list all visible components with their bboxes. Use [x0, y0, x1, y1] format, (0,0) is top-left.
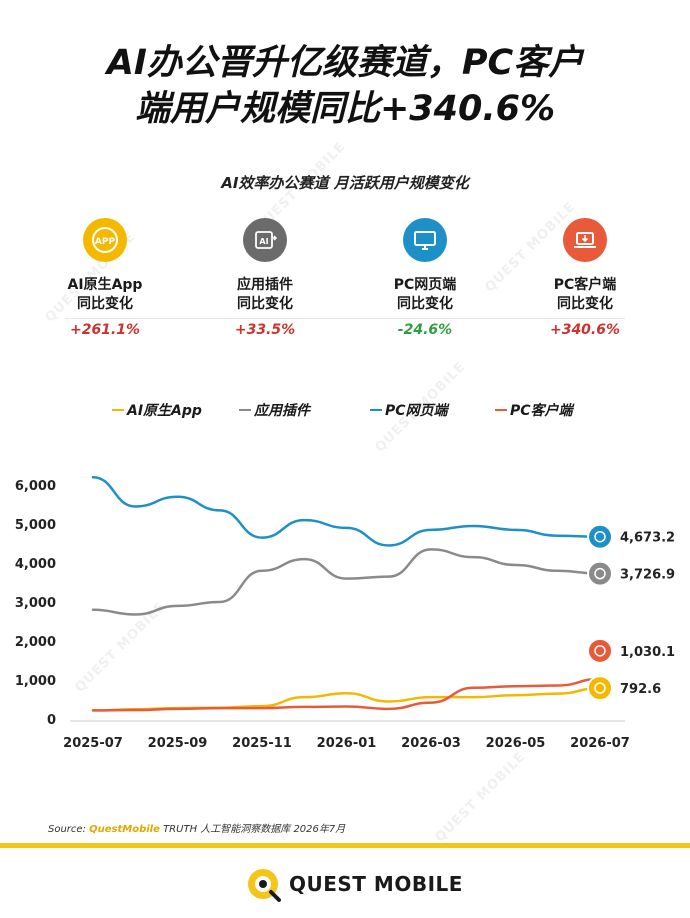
legend-label: 应用插件 [254, 403, 310, 419]
card-name: 应用插件 [237, 277, 293, 293]
page-title: AI办公晋升亿级赛道，PC客户 端用户规模同比+340.6% [0, 40, 690, 132]
end-marker-icon [594, 645, 606, 657]
source-label: Source: [48, 824, 86, 835]
legend-label: PC客户端 [510, 403, 573, 419]
series-line [91, 548, 602, 616]
end-marker-icon [594, 682, 606, 694]
svg-text:APP: APP [95, 237, 116, 247]
footer-rule [0, 843, 690, 848]
card-value: +261.1% [69, 322, 141, 338]
legend-item: 应用插件 [239, 400, 310, 420]
card-value: +33.5% [234, 322, 296, 338]
x-tick-label: 2025-11 [232, 736, 292, 751]
end-value-label: 4,673.2 [620, 531, 675, 546]
legend-label: AI原生App [127, 403, 202, 419]
end-value-label: 1,030.1 [620, 645, 675, 660]
brand-logo: QUEST MOBILE [243, 863, 463, 905]
end-marker [587, 523, 613, 550]
watermark: QUEST MOBILE [432, 749, 529, 846]
x-tick-label: 2026-01 [317, 736, 377, 751]
x-tick-label: 2025-09 [148, 736, 208, 751]
card-plugin: AI 应用插件 同比变化 +33.5% [200, 218, 330, 338]
end-marker-icon [594, 567, 606, 580]
ai-plugin-icon: AI [243, 218, 287, 262]
chart-subtitle: AI效率办公赛道 月活跃用户规模变化 [221, 174, 469, 192]
card-pc-client: PC客户端 同比变化 +340.6% [520, 218, 650, 338]
title-line-2: 端用户规模同比+340.6% [134, 89, 556, 129]
legend-item: PC网页端 [370, 400, 448, 420]
card-ai-native-app: APP AI原生App 同比变化 +261.1% [40, 218, 170, 338]
monitor-icon [403, 218, 447, 262]
metric-cards: APP AI原生App 同比变化 +261.1% AI 应用插件 同比变化 +3… [40, 218, 652, 354]
y-tick-label: 1,000 [15, 674, 56, 689]
end-marker [587, 560, 613, 587]
series-line [91, 475, 602, 547]
svg-text:AI: AI [259, 237, 268, 246]
cards-divider [65, 318, 625, 319]
quest-mobile-logo-icon [248, 869, 281, 902]
card-pc-web: PC网页端 同比变化 -24.6% [360, 218, 490, 338]
legend-swatch [495, 409, 507, 411]
x-tick-label: 2026-05 [486, 736, 546, 751]
line-chart: 0 1,000 2,000 3,000 4,000 5,000 6,000 2025-07 20… [15, 475, 675, 751]
legend-swatch [239, 409, 251, 411]
card-sub: 同比变化 [77, 296, 133, 312]
end-value-label: 3,726.9 [620, 568, 675, 583]
legend-swatch [112, 409, 124, 411]
card-name: AI原生App [67, 277, 143, 293]
logo-text: QUEST MOBILE [289, 872, 463, 896]
card-name: PC客户端 [553, 277, 617, 293]
x-tick-label: 2025-07 [63, 736, 123, 751]
end-marker [587, 675, 613, 702]
series-line [91, 677, 602, 712]
card-sub: 同比变化 [557, 296, 613, 312]
card-sub: 同比变化 [237, 296, 293, 312]
laptop-download-icon [563, 218, 607, 262]
source-text: TRUTH 人工智能洞察数据库 2026年7月 [163, 824, 346, 835]
legend-swatch [370, 409, 382, 411]
y-tick-label: 2,000 [15, 635, 56, 650]
card-value: -24.6% [397, 322, 453, 338]
legend-item: PC客户端 [495, 400, 573, 420]
end-marker [587, 637, 613, 664]
y-tick-label: 5,000 [15, 518, 56, 533]
card-name: PC网页端 [393, 277, 457, 293]
source-note: Source: QuestMobile TRUTH 人工智能洞察数据库 2026… [48, 820, 345, 835]
y-tick-label: 3,000 [15, 596, 56, 611]
app-icon: APP [83, 218, 127, 262]
end-value-label: 792.6 [620, 682, 661, 697]
y-tick-label: 4,000 [15, 557, 56, 572]
legend-item: AI原生App [112, 400, 202, 420]
card-value: +340.6% [549, 322, 621, 338]
x-tick-label: 2026-07 [570, 736, 630, 751]
card-sub: 同比变化 [397, 296, 453, 312]
end-marker-icon [594, 530, 606, 543]
x-tick-label: 2026-03 [401, 736, 461, 751]
y-tick-label: 6,000 [15, 479, 56, 494]
source-brand: QuestMobile [89, 824, 160, 835]
title-line-1: AI办公晋升亿级赛道，PC客户 [106, 43, 584, 83]
y-tick-label: 0 [47, 713, 56, 728]
legend-label: PC网页端 [385, 403, 448, 419]
